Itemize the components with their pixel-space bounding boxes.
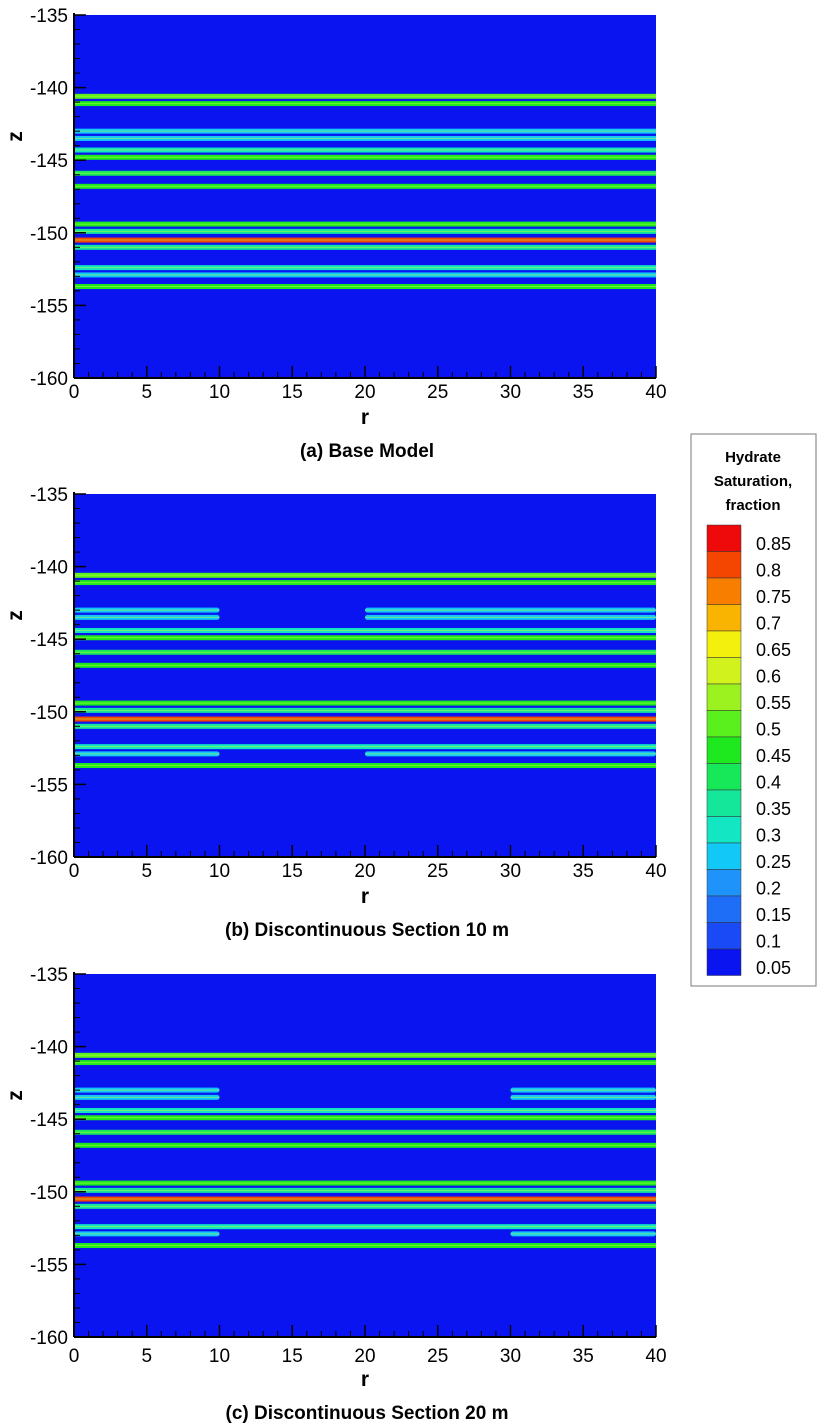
legend-level-label: 0.25 bbox=[756, 852, 791, 872]
x-tick-label: 5 bbox=[141, 861, 152, 882]
x-tick-label: 30 bbox=[500, 861, 521, 882]
x-tick-label: 0 bbox=[69, 861, 80, 882]
x-tick-label: 20 bbox=[354, 382, 375, 403]
x-tick-label: 15 bbox=[282, 861, 303, 882]
legend-swatch bbox=[706, 948, 742, 976]
legend-title-line: Hydrate bbox=[725, 449, 781, 466]
x-tick-label: 30 bbox=[500, 1346, 521, 1367]
legend-swatch bbox=[706, 736, 742, 764]
legend-level-label: 0.45 bbox=[756, 746, 791, 766]
plot-background bbox=[74, 494, 656, 857]
legend-swatch bbox=[706, 842, 742, 870]
legend-swatch bbox=[706, 922, 742, 950]
legend-swatch bbox=[706, 895, 742, 923]
legend-swatch bbox=[706, 816, 742, 844]
y-tick-label: -150 bbox=[30, 703, 68, 724]
panel-caption: (c) Discontinuous Section 20 m bbox=[226, 1403, 509, 1424]
y-tick-label: -140 bbox=[30, 79, 68, 100]
legend-swatch bbox=[706, 869, 742, 897]
y-tick-label: -155 bbox=[30, 775, 68, 796]
legend-swatch bbox=[706, 657, 742, 685]
x-tick-label: 40 bbox=[645, 861, 666, 882]
x-axis-title: r bbox=[361, 406, 369, 429]
x-tick-label: 10 bbox=[209, 1346, 230, 1367]
legend-swatch bbox=[706, 604, 742, 632]
legend-level-label: 0.35 bbox=[756, 799, 791, 819]
x-tick-label: 5 bbox=[141, 382, 152, 403]
legend-level-label: 0.8 bbox=[756, 561, 781, 581]
x-tick-label: 20 bbox=[354, 861, 375, 882]
y-tick-label: -145 bbox=[30, 151, 68, 172]
y-tick-label: -150 bbox=[30, 1183, 68, 1204]
x-tick-label: 20 bbox=[354, 1346, 375, 1367]
plot-panel-c: 0 5 10 15 20 25 30 35 40 -135 -140 -145 -150 -155 -160… bbox=[4, 965, 667, 1424]
x-tick-label: 40 bbox=[645, 1346, 666, 1367]
legend-swatch bbox=[706, 683, 742, 711]
legend-swatch bbox=[706, 524, 742, 552]
y-tick-label: -140 bbox=[30, 1038, 68, 1059]
legend-swatch bbox=[706, 551, 742, 579]
legend-swatch bbox=[706, 789, 742, 817]
plot-panel-a: 0 5 10 15 20 25 30 35 40 -135 -140 -145 -150 -155 -160… bbox=[4, 6, 667, 462]
panel-caption: (a) Base Model bbox=[300, 441, 434, 462]
x-tick-label: 5 bbox=[141, 1346, 152, 1367]
x-tick-label: 10 bbox=[209, 861, 230, 882]
x-tick-label: 30 bbox=[500, 382, 521, 403]
legend-level-label: 0.65 bbox=[756, 640, 791, 660]
legend-level-label: 0.05 bbox=[756, 958, 791, 978]
x-tick-label: 35 bbox=[573, 382, 594, 403]
y-tick-label: -145 bbox=[30, 630, 68, 651]
colorbar-legend: Hydrate Saturation, fraction 0.85 0.8 0.75 0.7… bbox=[690, 433, 817, 987]
x-tick-label: 10 bbox=[209, 382, 230, 403]
x-tick-label: 15 bbox=[282, 382, 303, 403]
y-axis-title: z bbox=[4, 610, 27, 621]
x-axis-title: r bbox=[361, 885, 369, 908]
legend-level-label: 0.6 bbox=[756, 667, 781, 687]
legend-swatch bbox=[706, 763, 742, 791]
legend-level-label: 0.75 bbox=[756, 587, 791, 607]
y-tick-label: -155 bbox=[30, 296, 68, 317]
y-tick-label: -145 bbox=[30, 1110, 68, 1131]
x-tick-label: 35 bbox=[573, 861, 594, 882]
y-axis-title: z bbox=[4, 1090, 27, 1101]
legend-title-line: fraction bbox=[725, 497, 780, 514]
plot-background bbox=[74, 974, 656, 1337]
x-tick-label: 40 bbox=[645, 382, 666, 403]
x-axis-title: r bbox=[361, 1368, 369, 1391]
legend-level-label: 0.85 bbox=[756, 534, 791, 554]
y-tick-label: -160 bbox=[30, 848, 68, 869]
legend-swatch bbox=[706, 577, 742, 605]
x-tick-label: 35 bbox=[573, 1346, 594, 1367]
plot-panel-b: 0 5 10 15 20 25 30 35 40 -135 -140 -145 -150 -155 -160… bbox=[4, 485, 667, 941]
legend-level-label: 0.7 bbox=[756, 614, 781, 634]
y-axis-title: z bbox=[4, 131, 27, 142]
legend-level-label: 0.55 bbox=[756, 693, 791, 713]
x-tick-label: 0 bbox=[69, 1346, 80, 1367]
y-tick-label: -155 bbox=[30, 1255, 68, 1276]
y-tick-label: -160 bbox=[30, 369, 68, 390]
y-tick-label: -140 bbox=[30, 558, 68, 579]
x-tick-label: 25 bbox=[427, 861, 448, 882]
x-tick-label: 25 bbox=[427, 382, 448, 403]
legend-title-line: Saturation, bbox=[714, 473, 792, 490]
legend-level-label: 0.5 bbox=[756, 720, 781, 740]
y-tick-label: -135 bbox=[30, 6, 68, 27]
x-tick-label: 0 bbox=[69, 382, 80, 403]
legend-swatch bbox=[706, 710, 742, 738]
legend-level-label: 0.4 bbox=[756, 773, 781, 793]
legend-swatch bbox=[706, 630, 742, 658]
y-tick-label: -160 bbox=[30, 1328, 68, 1349]
y-tick-label: -150 bbox=[30, 224, 68, 245]
plot-background bbox=[74, 15, 656, 378]
x-tick-label: 25 bbox=[427, 1346, 448, 1367]
y-tick-label: -135 bbox=[30, 485, 68, 506]
legend-level-label: 0.1 bbox=[756, 932, 781, 952]
legend-level-label: 0.3 bbox=[756, 826, 781, 846]
y-tick-label: -135 bbox=[30, 965, 68, 986]
panel-caption: (b) Discontinuous Section 10 m bbox=[225, 920, 509, 941]
legend-level-label: 0.2 bbox=[756, 879, 781, 899]
x-tick-label: 15 bbox=[282, 1346, 303, 1367]
legend-level-label: 0.15 bbox=[756, 905, 791, 925]
